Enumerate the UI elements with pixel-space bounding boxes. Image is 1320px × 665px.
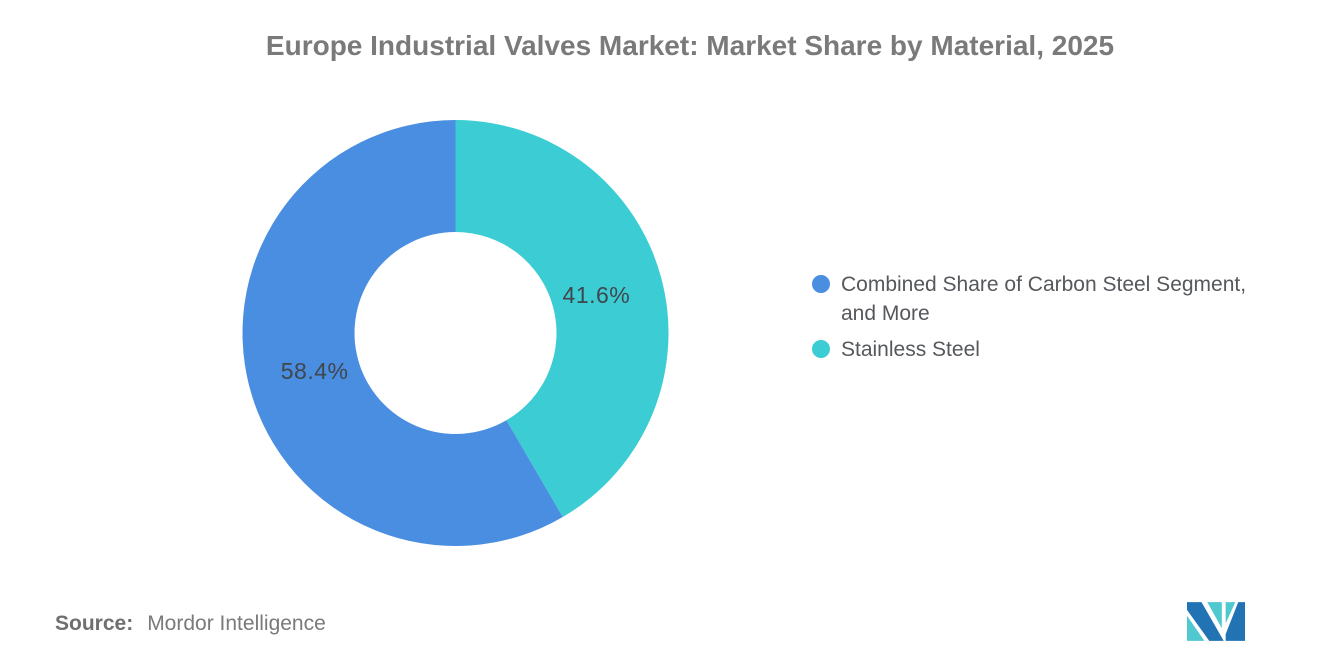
legend-item-carbon-steel[interactable]: Combined Share of Carbon Steel Segment, … xyxy=(812,270,1301,328)
donut-slice-stainless-steel[interactable] xyxy=(455,120,669,518)
source-name: Mordor Intelligence xyxy=(147,612,326,635)
legend-label-carbon-steel: Combined Share of Carbon Steel Segment, … xyxy=(841,273,1247,325)
donut-slice-carbon-steel[interactable] xyxy=(242,120,563,546)
chart-title: Europe Industrial Valves Market: Market … xyxy=(265,30,1115,61)
source-label: Source: xyxy=(55,612,134,635)
data-label-carbon-steel: 58.4% xyxy=(281,358,349,384)
legend-marker-icon xyxy=(812,340,830,358)
logo-shape xyxy=(1187,602,1224,641)
donut-chart-svg: 41.6% 58.4% xyxy=(242,120,669,546)
logo-shape xyxy=(1187,615,1205,641)
mordor-intelligence-logo-icon xyxy=(1187,602,1245,641)
legend-marker-icon xyxy=(812,275,830,293)
logo-shape xyxy=(1225,602,1236,624)
data-label-stainless-steel: 41.6% xyxy=(563,282,631,308)
legend-item-stainless-steel[interactable]: Stainless Steel xyxy=(812,335,1301,364)
legend-label-stainless-steel: Stainless Steel xyxy=(841,338,980,361)
logo-shape xyxy=(1207,602,1222,629)
donut-chart: 41.6% 58.4% xyxy=(229,107,682,560)
logo-shape xyxy=(1225,602,1245,641)
chart-legend: Combined Share of Carbon Steel Segment, … xyxy=(812,270,1301,371)
source-attribution: Source: Mordor Intelligence xyxy=(55,612,326,636)
